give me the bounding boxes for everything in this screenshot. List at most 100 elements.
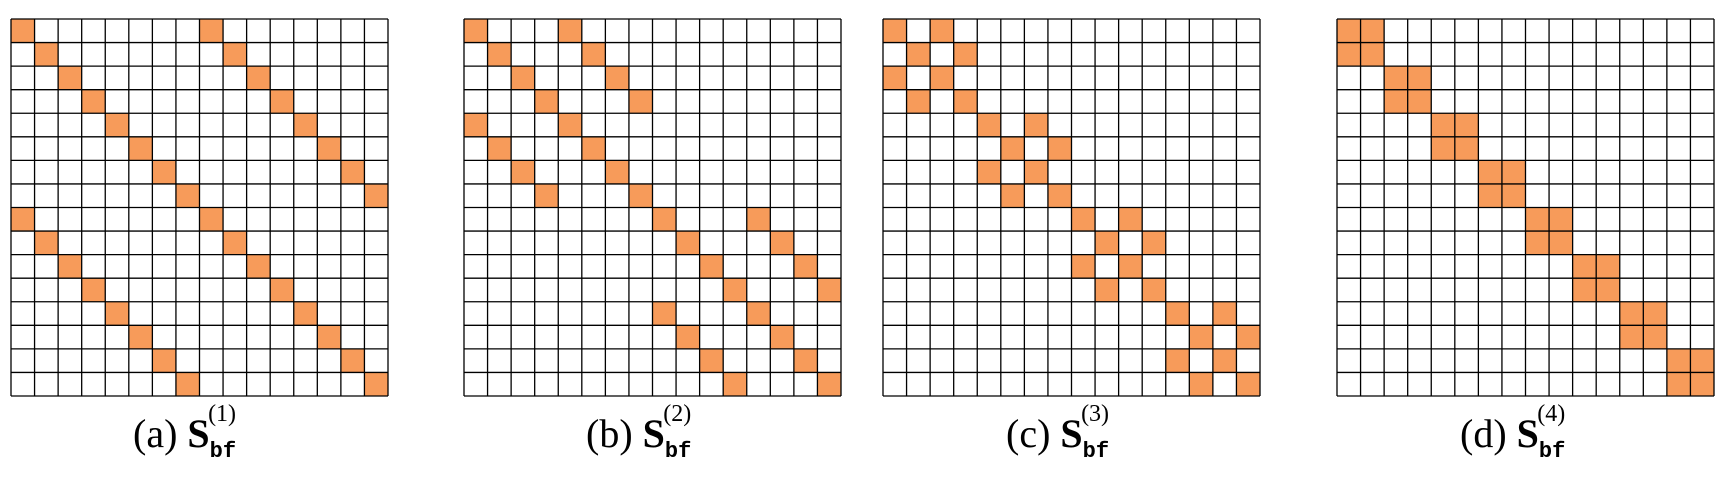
filled-cell	[223, 231, 247, 255]
filled-cell	[793, 348, 818, 373]
filled-cell	[793, 254, 818, 279]
filled-cell	[1212, 301, 1237, 326]
filled-cell	[746, 207, 771, 232]
caption-a-superscript: (1)	[208, 401, 237, 427]
filled-cell	[1360, 19, 1385, 43]
filled-cell	[1236, 372, 1260, 396]
caption-b-subscript: bf	[664, 439, 692, 464]
filled-cell	[930, 19, 954, 43]
filled-cell	[223, 42, 247, 67]
filled-cell	[1690, 348, 1714, 373]
filled-cell	[817, 278, 841, 302]
filled-cell	[558, 113, 582, 137]
filled-cell	[1525, 231, 1550, 255]
caption-b-superscript: (2)	[663, 401, 692, 427]
filled-cell	[487, 136, 512, 161]
filled-cell	[605, 66, 629, 90]
filled-cell	[1549, 231, 1573, 255]
filled-cell	[581, 42, 606, 67]
filled-cell	[676, 325, 700, 349]
caption-d: (d) Sbf (4)	[1460, 402, 1565, 463]
filled-cell	[1337, 19, 1361, 43]
filled-cell	[1596, 278, 1620, 302]
filled-cell	[199, 207, 224, 232]
caption-d-subscript: bf	[1538, 439, 1566, 464]
filled-cell	[699, 348, 724, 373]
filled-cell	[723, 278, 747, 302]
filled-cell	[105, 301, 129, 326]
filled-cell	[1095, 278, 1119, 302]
filled-cell	[1189, 325, 1213, 349]
filled-cell	[1384, 66, 1408, 90]
filled-cell	[1431, 113, 1455, 137]
filled-cell	[652, 301, 677, 326]
caption-a: (a) Sbf (1)	[133, 402, 236, 463]
filled-cell	[58, 254, 82, 279]
filled-cell	[746, 301, 771, 326]
caption-b-prefix: (b)	[586, 411, 633, 456]
filled-cell	[293, 301, 318, 326]
filled-cell	[34, 42, 59, 67]
filled-cell	[977, 113, 1001, 137]
filled-cell	[534, 183, 559, 208]
filled-cell	[534, 89, 559, 114]
filled-cell	[770, 231, 794, 255]
filled-cell	[1572, 254, 1597, 279]
filled-cell	[1047, 183, 1072, 208]
filled-cell	[817, 372, 841, 396]
matrix-grid-d	[1336, 18, 1715, 397]
filled-cell	[1643, 301, 1667, 326]
filled-cell	[676, 231, 700, 255]
filled-cell	[906, 89, 931, 114]
matrix-grid-c	[882, 18, 1261, 397]
filled-cell	[1596, 254, 1620, 279]
caption-b-symbol: S	[642, 411, 665, 456]
filled-cell	[128, 136, 153, 161]
filled-cell	[364, 372, 388, 396]
filled-cell	[270, 278, 294, 302]
filled-cell	[464, 19, 488, 43]
filled-cell	[511, 160, 535, 184]
filled-cell	[1619, 325, 1644, 349]
filled-cell	[246, 254, 271, 279]
caption-c-symbol: S	[1060, 411, 1083, 456]
filled-cell	[1212, 348, 1237, 373]
caption-b: (b) Sbf (2)	[586, 402, 691, 463]
filled-cell	[770, 325, 794, 349]
matrix-grid-b	[463, 18, 842, 397]
filled-cell	[1454, 113, 1479, 137]
filled-cell	[270, 89, 294, 114]
matrix-grid-b-svg	[463, 18, 842, 397]
filled-cell	[1047, 136, 1072, 161]
filled-cell	[152, 348, 176, 373]
filled-cell	[11, 19, 35, 43]
filled-cell	[1407, 89, 1432, 114]
filled-cell	[1525, 207, 1550, 232]
filled-cell	[1024, 113, 1048, 137]
filled-cell	[1431, 136, 1455, 161]
filled-cell	[1165, 301, 1190, 326]
filled-cell	[1407, 66, 1432, 90]
filled-cell	[628, 183, 653, 208]
filled-cell	[1666, 372, 1691, 396]
filled-cell	[581, 136, 606, 161]
filled-cell	[511, 66, 535, 90]
filled-cell	[152, 160, 176, 184]
filled-cell	[340, 348, 365, 373]
filled-cell	[1142, 278, 1166, 302]
filled-cell	[293, 113, 318, 137]
filled-cell	[1024, 160, 1048, 184]
filled-cell	[1360, 42, 1385, 67]
caption-c-prefix: (c)	[1006, 411, 1051, 456]
filled-cell	[246, 66, 271, 90]
filled-cell	[1619, 301, 1644, 326]
filled-cell	[906, 42, 931, 67]
filled-cell	[364, 183, 388, 208]
filled-cell	[11, 207, 35, 232]
caption-a-symbol: S	[187, 411, 210, 456]
filled-cell	[105, 113, 129, 137]
filled-cell	[652, 207, 677, 232]
filled-cell	[34, 231, 59, 255]
filled-cell	[1000, 183, 1025, 208]
caption-a-subscript: bf	[209, 439, 237, 464]
